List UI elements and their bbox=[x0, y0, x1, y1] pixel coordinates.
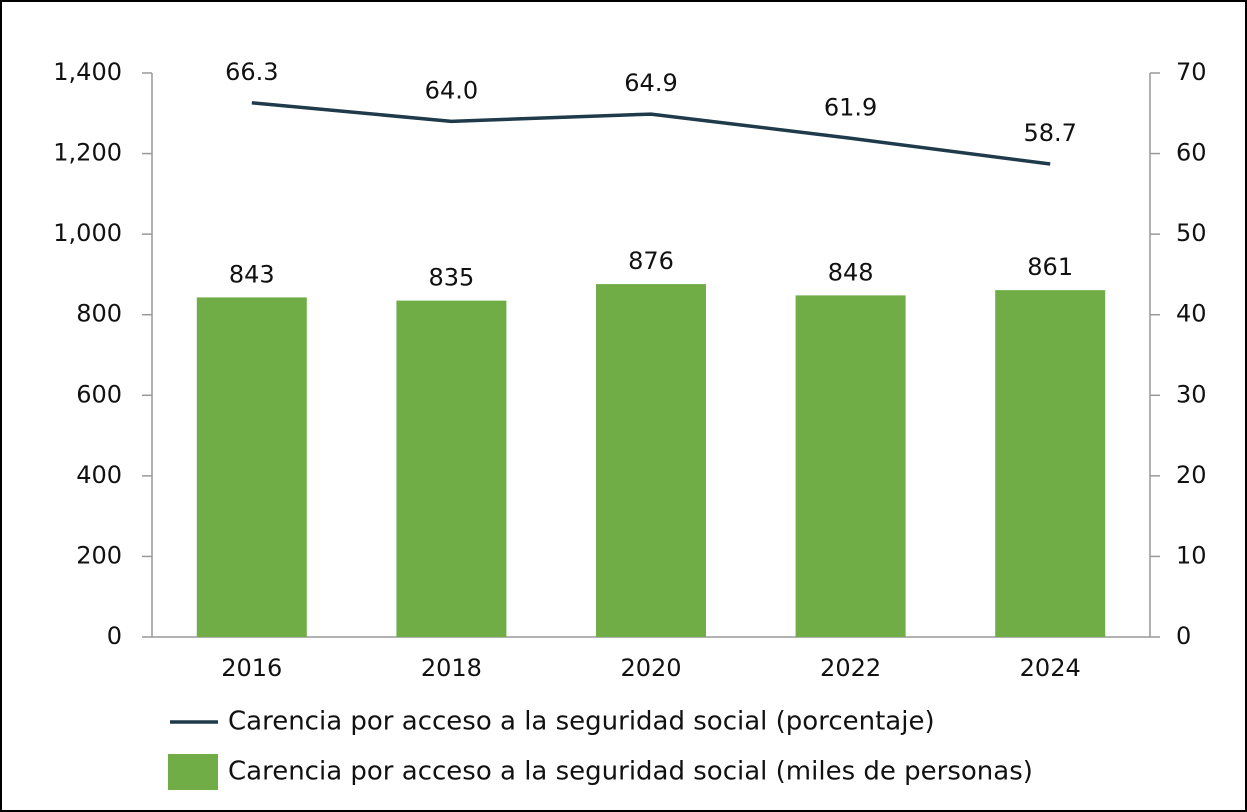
y2-tick-label: 0 bbox=[1176, 622, 1191, 650]
line-value-label: 64.0 bbox=[425, 76, 478, 104]
y-tick-label: 0 bbox=[107, 622, 122, 650]
x-tick-label: 2018 bbox=[421, 654, 482, 682]
bar-value-label: 876 bbox=[628, 247, 674, 275]
legend-label: Carencia por acceso a la seguridad socia… bbox=[228, 707, 935, 737]
legend-label: Carencia por acceso a la seguridad socia… bbox=[228, 757, 1033, 787]
line-value-label: 58.7 bbox=[1023, 119, 1076, 147]
y2-tick-label: 10 bbox=[1176, 541, 1207, 569]
y2-tick-label: 40 bbox=[1176, 300, 1207, 328]
y-tick-label: 1,200 bbox=[53, 139, 122, 167]
line bbox=[251, 101, 1051, 166]
y-tick-label: 800 bbox=[76, 300, 122, 328]
x-tick-label: 2016 bbox=[221, 654, 282, 682]
legend-swatch bbox=[168, 754, 218, 790]
y2-tick-label: 50 bbox=[1176, 219, 1207, 247]
line-value-label: 61.9 bbox=[824, 93, 877, 121]
bar bbox=[795, 295, 906, 637]
y2-tick-label: 20 bbox=[1176, 461, 1207, 489]
bar-value-label: 843 bbox=[229, 260, 275, 288]
y-tick-label: 1,000 bbox=[53, 219, 122, 247]
bar-value-label: 861 bbox=[1027, 253, 1073, 281]
y-tick-label: 200 bbox=[76, 541, 122, 569]
bar bbox=[596, 284, 706, 637]
y2-tick-label: 30 bbox=[1176, 380, 1207, 408]
line-value-label: 66.3 bbox=[225, 58, 278, 86]
y-tick-label: 1,400 bbox=[53, 58, 122, 86]
y-tick-label: 600 bbox=[76, 380, 122, 408]
y2-tick-label: 60 bbox=[1176, 139, 1207, 167]
bar bbox=[196, 297, 307, 637]
y-tick-label: 400 bbox=[76, 461, 122, 489]
line-value-label: 64.9 bbox=[624, 69, 677, 97]
x-tick-label: 2024 bbox=[1020, 654, 1081, 682]
bar-value-label: 835 bbox=[428, 264, 474, 292]
bar-value-label: 848 bbox=[828, 258, 874, 286]
x-tick-label: 2022 bbox=[820, 654, 881, 682]
x-tick-label: 2020 bbox=[620, 654, 681, 682]
y2-tick-label: 70 bbox=[1176, 58, 1207, 86]
bar bbox=[396, 300, 507, 637]
bar bbox=[995, 290, 1106, 637]
